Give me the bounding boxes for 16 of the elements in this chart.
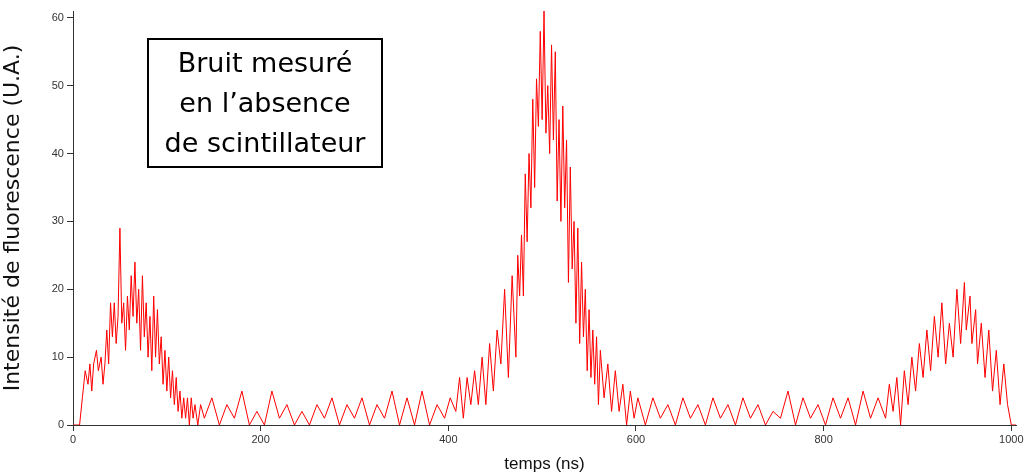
y-tick-label: 40 <box>51 146 64 159</box>
y-axis-title: Intensité de fluorescence (U.A.) <box>0 44 24 392</box>
x-axis-title: temps (ns) <box>504 454 585 474</box>
x-tick-label: 200 <box>251 432 270 445</box>
x-tick-label: 400 <box>439 432 458 445</box>
y-tick-label: 60 <box>51 10 64 23</box>
x-tick-label: 1000 <box>999 432 1024 445</box>
y-tick-label: 0 <box>57 418 64 431</box>
annotation: Bruit mesuré en l’absence de scintillateur <box>147 38 383 168</box>
y-tick-label: 30 <box>51 214 64 227</box>
y-tick-label: 50 <box>51 78 64 91</box>
y-tick-label: 20 <box>51 282 64 295</box>
x-tick-label: 0 <box>69 432 77 445</box>
x-tick-label: 800 <box>814 432 833 445</box>
y-tick-label: 10 <box>51 350 64 363</box>
x-tick-label: 600 <box>626 432 646 445</box>
